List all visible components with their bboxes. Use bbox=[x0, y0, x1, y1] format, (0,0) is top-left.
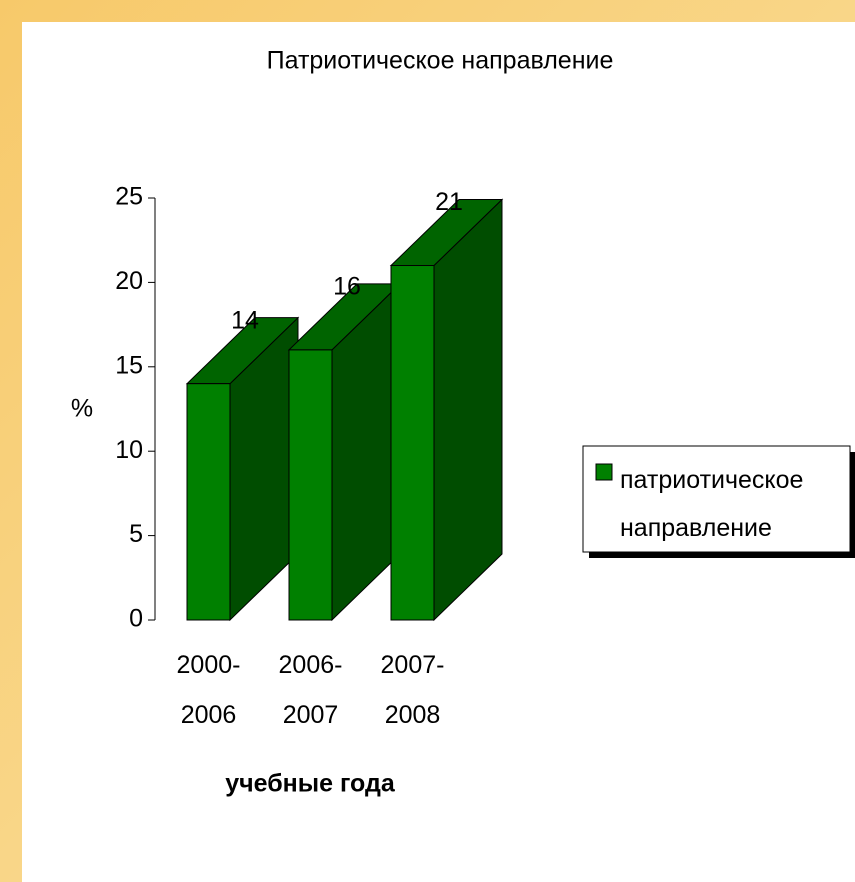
data-label: 16 bbox=[333, 273, 361, 301]
legend-marker bbox=[595, 463, 613, 481]
y-tick-label: 20 bbox=[115, 267, 143, 295]
x-axis-label: учебные года bbox=[225, 770, 396, 798]
y-tick-label: 25 bbox=[115, 183, 143, 211]
bar bbox=[390, 265, 435, 621]
y-tick-label: 5 bbox=[129, 520, 143, 548]
x-tick-label: 2000-2006 bbox=[176, 651, 241, 729]
legend-label: патриотическое направление bbox=[620, 466, 804, 542]
data-label: 21 bbox=[435, 188, 463, 216]
legend-box bbox=[582, 445, 851, 553]
y-tick-label: 15 bbox=[115, 351, 143, 379]
bar bbox=[186, 383, 231, 621]
chart-title: Патриотическое направление bbox=[267, 47, 614, 75]
y-tick-label: 0 bbox=[129, 605, 143, 633]
bar-side bbox=[433, 198, 503, 622]
x-tick-label: 2007-2008 bbox=[380, 651, 445, 729]
x-tick-label: 2006-2007 bbox=[278, 651, 343, 729]
y-axis-label: % bbox=[71, 395, 93, 423]
y-tick-label: 10 bbox=[115, 436, 143, 464]
data-label: 14 bbox=[231, 306, 259, 334]
bar bbox=[288, 349, 333, 621]
